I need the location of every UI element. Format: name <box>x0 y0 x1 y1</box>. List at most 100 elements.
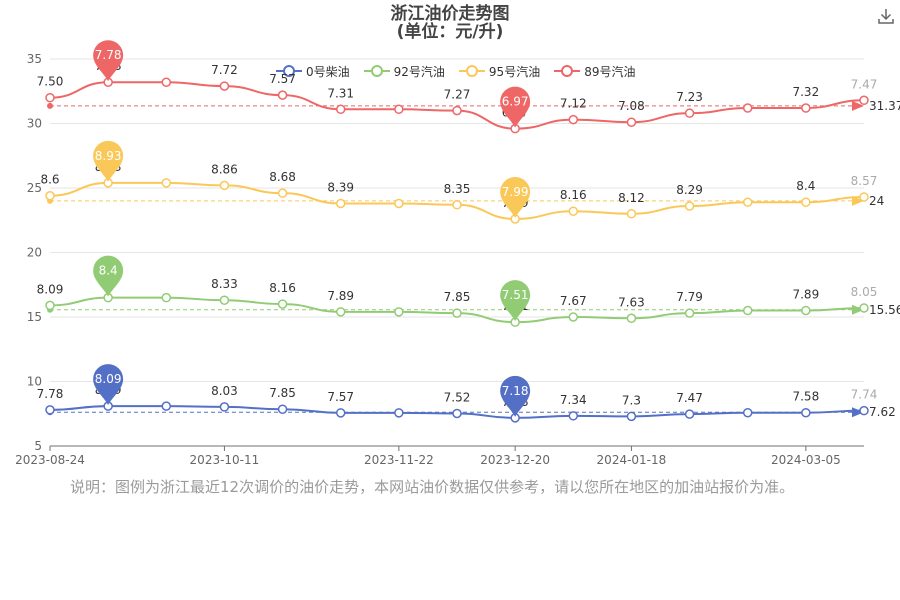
data-point <box>742 197 753 207</box>
data-point <box>742 305 753 316</box>
data-label: 7.08 <box>618 99 645 113</box>
legend-marker <box>554 65 581 77</box>
y-tick-label: 35 <box>27 52 42 66</box>
data-point <box>161 77 172 87</box>
marker-pin-label: 7.51 <box>502 288 529 302</box>
data-label: 7.85 <box>269 386 296 400</box>
data-point <box>219 402 230 412</box>
data-point <box>277 188 288 198</box>
chart-subtitle: (单位：元/升) <box>396 22 504 42</box>
average-line-label: 24 <box>869 194 884 208</box>
data-point <box>452 408 462 419</box>
data-point <box>801 305 811 316</box>
data-point <box>568 206 579 216</box>
data-point <box>859 405 869 416</box>
data-label: 8.03 <box>211 384 238 398</box>
marker-pin <box>500 86 531 128</box>
data-label: 7.74 <box>851 388 878 402</box>
marker-pin <box>500 280 531 322</box>
average-line-label: 7.62 <box>869 405 896 419</box>
data-label: 7.47 <box>851 77 878 91</box>
legend-item[interactable]: 92号汽油 <box>363 63 445 80</box>
data-point <box>859 95 869 106</box>
y-tick-label: 5 <box>34 439 42 453</box>
x-tick-label: 2023-08-24 <box>15 453 85 467</box>
data-label: 7.89 <box>327 289 354 303</box>
legend-marker <box>363 65 390 77</box>
data-point <box>626 411 637 422</box>
data-point <box>452 200 462 210</box>
average-line-arrow <box>852 195 864 206</box>
data-label: 7.52 <box>444 390 471 404</box>
average-line-arrow <box>852 304 864 315</box>
data-label: 7.58 <box>792 390 819 404</box>
data-label: 7.50 <box>37 75 64 89</box>
y-tick-label: 15 <box>27 310 42 324</box>
data-point <box>161 401 172 411</box>
data-label: 7.31 <box>327 86 354 100</box>
download-icon[interactable] <box>876 6 896 26</box>
marker-pin-label: 6.97 <box>502 95 529 109</box>
legend-marker <box>276 65 302 77</box>
x-tick-label: 2023-11-22 <box>364 453 434 467</box>
data-point <box>45 190 55 201</box>
data-label: 7.47 <box>676 391 703 405</box>
data-point <box>452 308 462 318</box>
data-point <box>801 103 811 113</box>
data-point <box>684 108 695 118</box>
data-point <box>684 409 695 419</box>
marker-pin-label: 8.09 <box>95 372 122 386</box>
data-point <box>219 295 230 305</box>
data-label: 7.67 <box>560 294 587 308</box>
data-label: 8.16 <box>560 188 587 202</box>
data-label: 7.57 <box>269 72 296 86</box>
average-line-start <box>47 102 53 109</box>
legend-item[interactable]: 0号柴油 <box>276 63 350 80</box>
marker-pin <box>93 40 124 82</box>
legend-item[interactable]: 89号汽油 <box>554 63 635 80</box>
data-point <box>277 90 288 100</box>
data-point <box>335 198 346 209</box>
data-point <box>45 405 55 415</box>
data-label: 7.72 <box>211 63 238 77</box>
legend-marker <box>458 65 485 77</box>
marker-pin <box>500 176 531 218</box>
marker-pin <box>93 140 124 182</box>
data-point <box>277 299 288 309</box>
data-point <box>684 308 695 318</box>
data-label: 8.09 <box>37 282 64 296</box>
data-label: 8.6 <box>40 173 59 187</box>
data-label: 7.3 <box>622 393 641 407</box>
data-point <box>626 209 637 219</box>
data-point <box>219 180 230 191</box>
x-tick-label: 2023-12-20 <box>480 453 550 467</box>
x-tick-label: 2024-01-18 <box>597 453 667 467</box>
marker-pin-label: 7.78 <box>95 48 122 62</box>
y-tick-label: 20 <box>27 246 42 260</box>
data-label: 7.27 <box>444 88 471 102</box>
y-tick-label: 10 <box>27 375 42 389</box>
data-point <box>801 407 811 418</box>
data-point <box>626 313 637 324</box>
data-point <box>859 303 869 313</box>
data-point <box>742 407 753 418</box>
data-label: 8.4 <box>796 179 815 193</box>
x-tick-label: 2024-03-05 <box>771 453 841 467</box>
data-label: 8.35 <box>444 182 471 196</box>
marker-pin-label: 7.18 <box>502 384 529 398</box>
data-label: 7.79 <box>676 290 703 304</box>
data-point <box>626 117 637 127</box>
data-label: 7.85 <box>444 290 471 304</box>
data-label: 8.29 <box>676 183 703 197</box>
legend-item[interactable]: 95号汽油 <box>458 63 540 80</box>
marker-pin-label: 8.4 <box>99 264 118 278</box>
chart-plot: 5 10 15 20 25 30 35 2023-08-24 2023-10-11 2023-11… <box>15 40 900 467</box>
data-point <box>161 178 172 188</box>
legend-label: 0号柴油 <box>306 64 350 79</box>
data-label: 7.63 <box>618 295 645 309</box>
average-line-label: 31.37 <box>869 99 900 113</box>
data-label: 7.78 <box>37 387 64 401</box>
data-point <box>335 408 346 418</box>
data-point <box>394 408 404 418</box>
data-point <box>394 198 404 209</box>
